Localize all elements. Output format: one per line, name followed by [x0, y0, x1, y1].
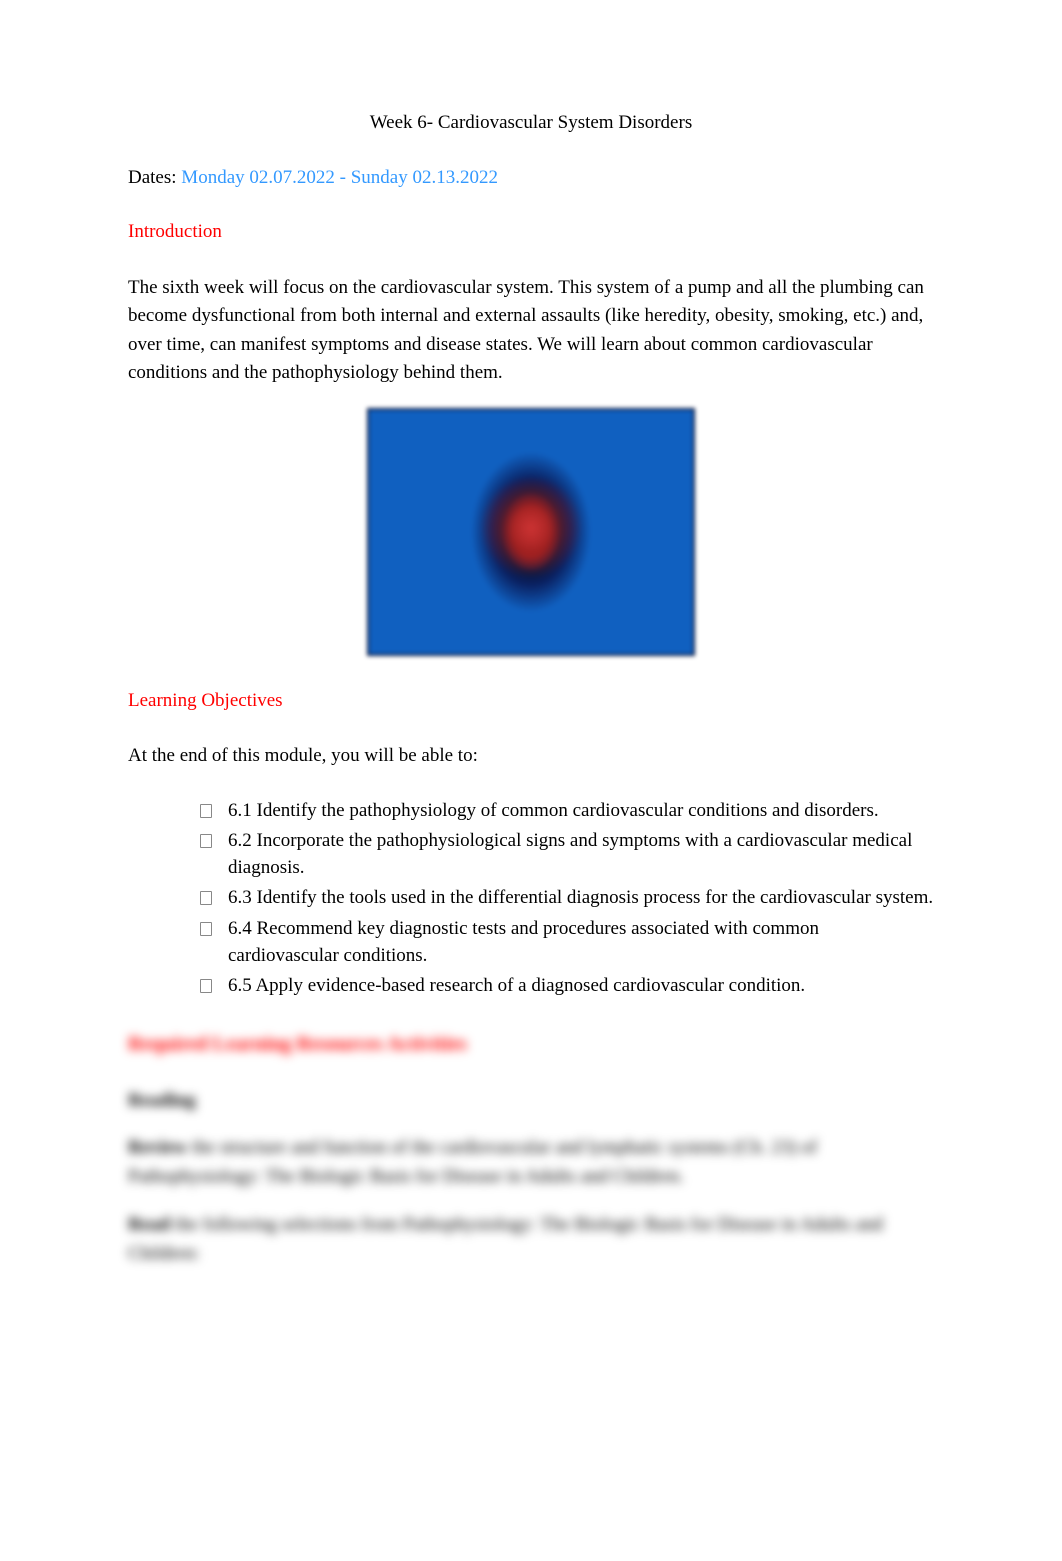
objectives-list: 6.1 Identify the pathophysiology of comm…: [128, 798, 934, 1000]
objective-item: 6.2 Incorporate the pathophysiological s…: [200, 828, 934, 881]
review-text: the structure and function of the cardio…: [128, 1137, 817, 1187]
dates-row: Dates: Monday 02.07.2022 - Sunday 02.13.…: [128, 165, 934, 192]
read-paragraph: Read the following selections from Patho…: [128, 1211, 934, 1268]
intro-paragraph: The sixth week will focus on the cardiov…: [128, 274, 934, 388]
objectives-intro: At the end of this module, you will be a…: [128, 743, 934, 770]
required-resources-heading: Required Learning Resources Activities: [128, 1030, 934, 1058]
objective-item: 6.4 Recommend key diagnostic tests and p…: [200, 916, 934, 969]
reading-subheading: Reading: [128, 1088, 934, 1115]
read-label: Read: [128, 1214, 170, 1235]
review-label: Review: [128, 1137, 187, 1158]
review-paragraph: Review the structure and function of the…: [128, 1134, 934, 1191]
image-container: [128, 408, 934, 665]
intro-heading: Introduction: [128, 219, 934, 246]
read-text: the following selections from Pathophysi…: [128, 1214, 883, 1264]
dates-label: Dates:: [128, 167, 181, 188]
objective-item: 6.5 Apply evidence-based research of a d…: [200, 973, 934, 1000]
objectives-heading: Learning Objectives: [128, 688, 934, 715]
objective-item: 6.3 Identify the tools used in the diffe…: [200, 885, 934, 912]
objective-item: 6.1 Identify the pathophysiology of comm…: [200, 798, 934, 825]
dates-value: Monday 02.07.2022 - Sunday 02.13.2022: [181, 167, 498, 188]
heart-illustration: [367, 408, 695, 656]
page-title: Week 6- Cardiovascular System Disorders: [128, 110, 934, 137]
